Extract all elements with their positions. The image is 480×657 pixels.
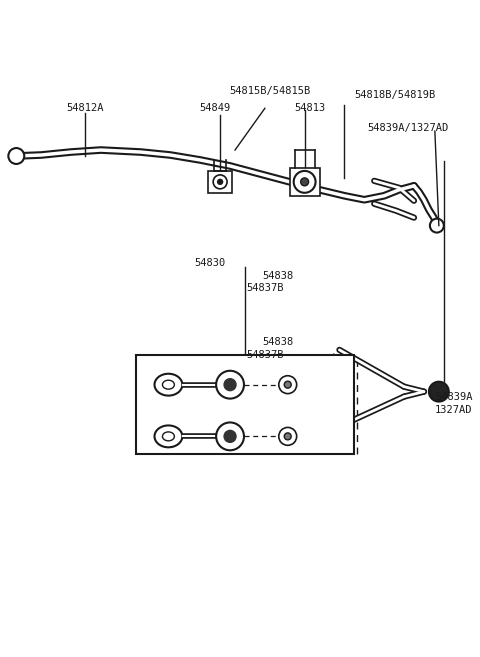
Text: 54830: 54830 [194,258,226,268]
Text: 54849: 54849 [200,103,231,113]
Circle shape [216,371,244,399]
Circle shape [216,422,244,450]
Ellipse shape [155,426,182,447]
Text: 54839A/1327AD: 54839A/1327AD [367,123,448,133]
Circle shape [294,171,315,193]
Text: 1327AD: 1327AD [435,405,472,415]
Circle shape [217,179,223,185]
Ellipse shape [162,432,174,441]
Circle shape [284,381,291,388]
Circle shape [213,175,227,189]
Ellipse shape [162,380,174,389]
Text: 54838: 54838 [262,271,293,281]
Text: 54812A: 54812A [66,103,104,113]
Text: 54813: 54813 [294,103,325,113]
Circle shape [429,382,449,401]
Bar [136,355,354,454]
Circle shape [224,430,236,442]
Text: 54818B/54819B: 54818B/54819B [354,91,435,101]
Circle shape [279,428,297,445]
Circle shape [284,433,291,440]
Circle shape [8,148,24,164]
Circle shape [224,378,236,391]
Text: 54838: 54838 [262,337,293,347]
Text: 54837B: 54837B [246,283,284,293]
Text: 54837B: 54837B [246,350,284,360]
Ellipse shape [155,374,182,396]
Bar [290,168,320,196]
Circle shape [300,178,309,186]
Text: 54815B/54815B: 54815B/54815B [229,86,311,97]
Bar [208,171,232,193]
Circle shape [279,376,297,394]
Text: 54839A: 54839A [435,392,472,401]
Circle shape [430,219,444,233]
